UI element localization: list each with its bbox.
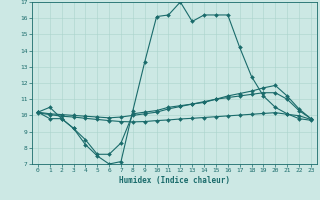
X-axis label: Humidex (Indice chaleur): Humidex (Indice chaleur)	[119, 176, 230, 185]
